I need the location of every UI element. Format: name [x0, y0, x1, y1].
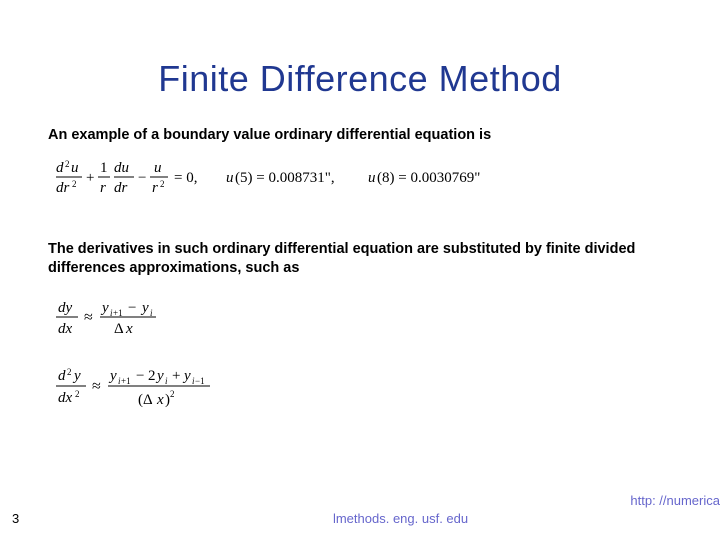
svg-text:−: −	[128, 300, 136, 316]
svg-text:i: i	[165, 376, 168, 386]
svg-text:(5) = 0.008731",: (5) = 0.008731",	[235, 170, 335, 186]
svg-text:1: 1	[100, 160, 108, 176]
svg-text:y: y	[155, 368, 164, 384]
svg-text:dr: dr	[56, 180, 70, 196]
svg-text:≈: ≈	[84, 309, 93, 326]
second-derivative-equation: d 2 y dx 2 ≈ y i +1 − 2 y i + y i −1	[56, 365, 720, 413]
svg-text:2: 2	[67, 367, 72, 377]
svg-text:y: y	[72, 368, 81, 384]
svg-text:−: −	[136, 368, 144, 384]
svg-text:y: y	[108, 368, 117, 384]
slide: Finite Difference Method An example of a…	[0, 0, 720, 540]
svg-text:y: y	[140, 300, 149, 316]
svg-text:d: d	[56, 160, 64, 176]
svg-text:u: u	[71, 160, 79, 176]
svg-text:(8) = 0.0030769": (8) = 0.0030769"	[377, 170, 480, 186]
svg-text:dy: dy	[58, 300, 73, 316]
svg-text:Δ: Δ	[114, 321, 124, 337]
svg-text:2: 2	[65, 159, 70, 169]
svg-text:d: d	[58, 368, 66, 384]
svg-text:−1: −1	[195, 376, 205, 386]
svg-text:+: +	[86, 170, 94, 186]
svg-text:u: u	[154, 160, 162, 176]
svg-text:+1: +1	[121, 376, 131, 386]
svg-text:r: r	[152, 180, 158, 196]
slide-title: Finite Difference Method	[0, 0, 720, 100]
svg-text:≈: ≈	[92, 378, 101, 395]
svg-text:+: +	[172, 368, 180, 384]
intro-paragraph: An example of a boundary value ordinary …	[0, 126, 720, 146]
svg-text:2: 2	[170, 389, 175, 399]
svg-text:(Δ: (Δ	[138, 392, 153, 408]
main-ode-equation: d 2 u dr 2 + 1 r du dr − u	[56, 158, 720, 200]
svg-text:dr: dr	[114, 180, 128, 196]
first-derivative-equation: dy dx ≈ y i +1 − y i Δ x	[56, 297, 720, 341]
svg-text:y: y	[100, 300, 109, 316]
page-number: 3	[12, 511, 19, 526]
svg-text:2: 2	[148, 368, 156, 384]
svg-text:−: −	[138, 170, 146, 186]
svg-text:2: 2	[75, 389, 80, 399]
svg-text:dx: dx	[58, 321, 73, 337]
svg-text:u: u	[226, 170, 234, 186]
svg-text:r: r	[100, 180, 106, 196]
footer-center-link: lmethods. eng. usf. edu	[333, 511, 468, 526]
svg-text:y: y	[182, 368, 191, 384]
svg-text:du: du	[114, 160, 129, 176]
svg-text:2: 2	[160, 179, 165, 189]
svg-text:x: x	[156, 392, 164, 408]
svg-text:x: x	[125, 321, 133, 337]
footer-right-link: http: //numerica	[630, 493, 720, 508]
substitution-paragraph: The derivatives in such ordinary differe…	[0, 240, 720, 279]
svg-text:= 0,: = 0,	[174, 170, 197, 186]
svg-text:u: u	[368, 170, 376, 186]
svg-text:dx: dx	[58, 390, 73, 406]
svg-text:2: 2	[72, 179, 77, 189]
